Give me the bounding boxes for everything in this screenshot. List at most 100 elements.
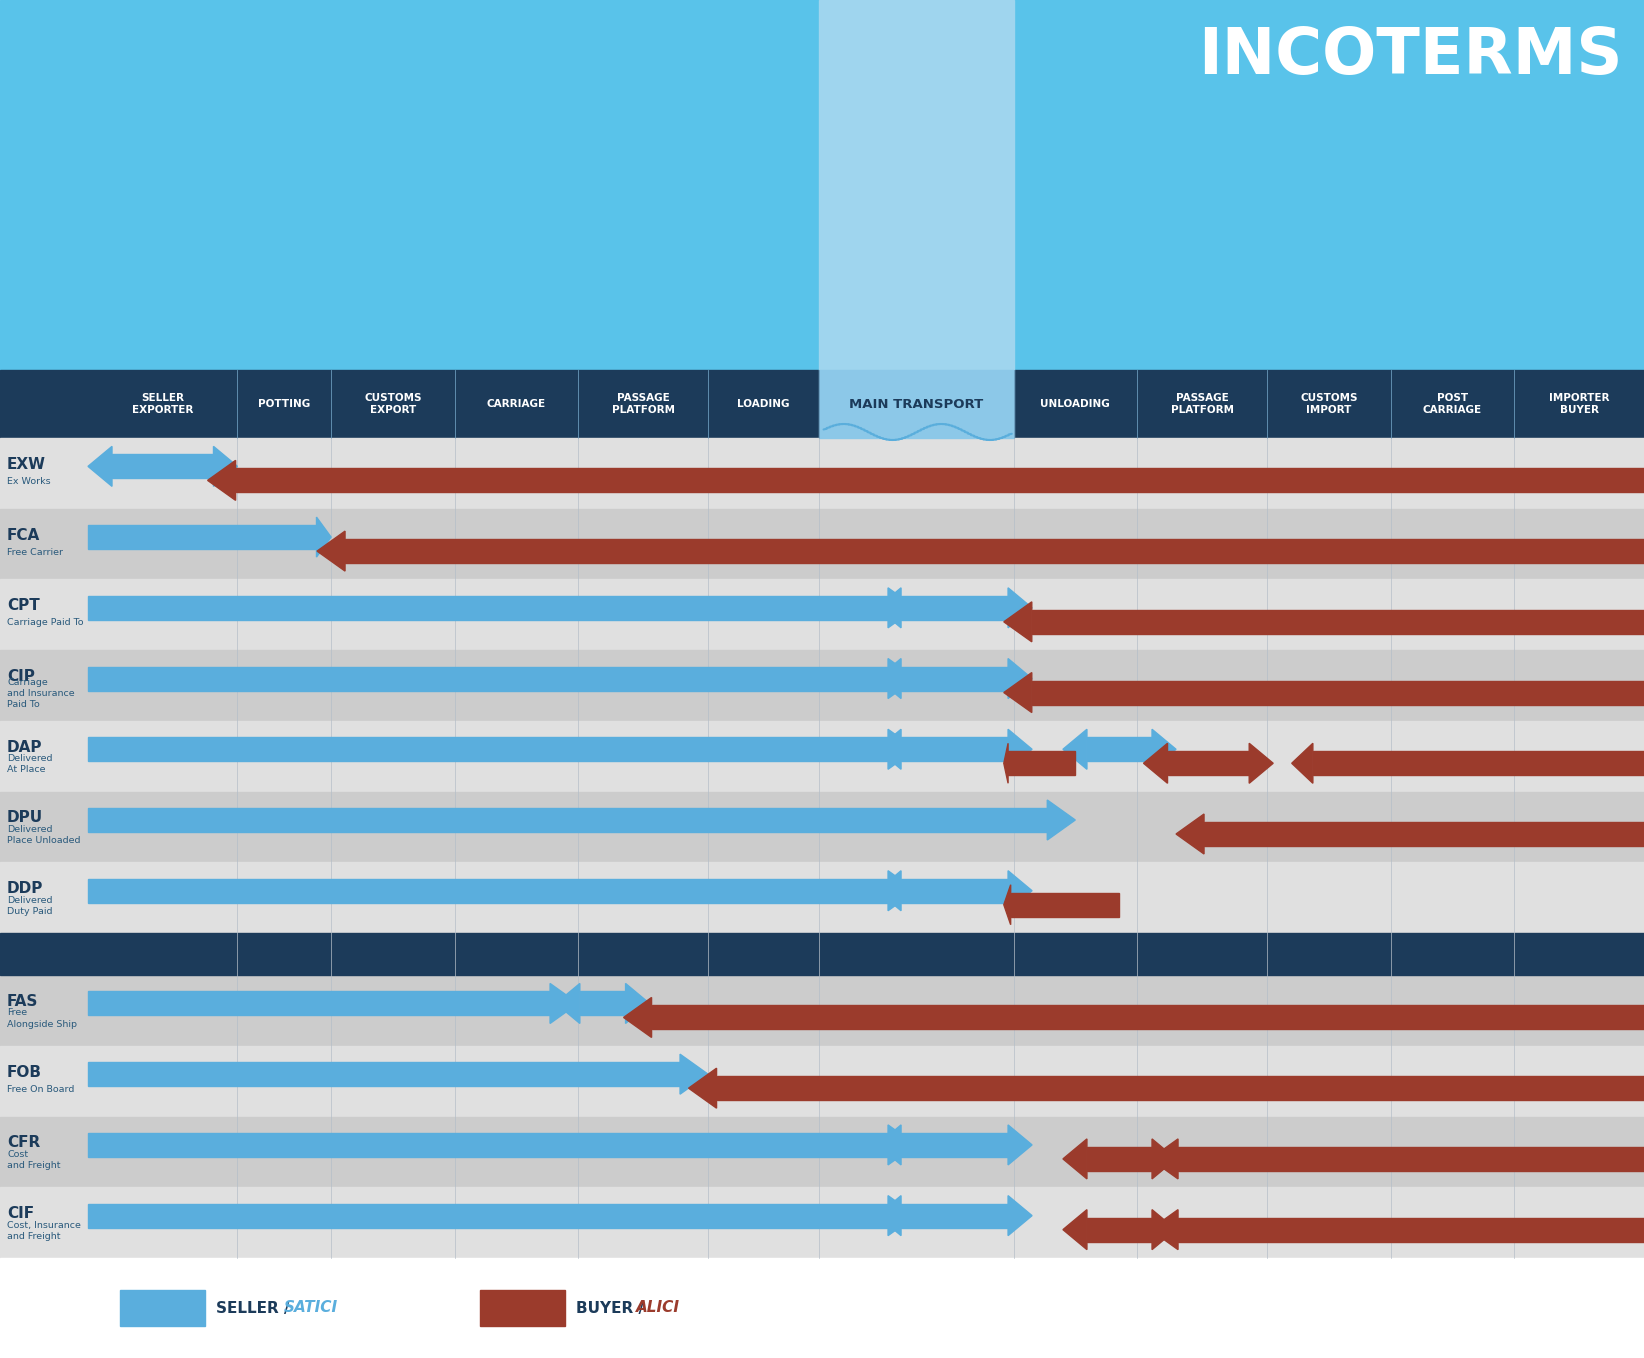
Text: Delivered
At Place: Delivered At Place <box>7 754 53 774</box>
Bar <box>0 580 1644 650</box>
Polygon shape <box>1008 870 1032 911</box>
Bar <box>89 991 551 1016</box>
Polygon shape <box>551 983 579 1024</box>
Bar <box>0 975 1644 1046</box>
Bar <box>0 1116 1644 1187</box>
Text: SELLER
EXPORTER: SELLER EXPORTER <box>132 394 194 414</box>
Bar <box>235 469 1644 493</box>
Text: CUSTOMS
EXPORT: CUSTOMS EXPORT <box>363 394 421 414</box>
Text: CUSTOMS
IMPORT: CUSTOMS IMPORT <box>1300 394 1358 414</box>
Text: PASSAGE
PLATFORM: PASSAGE PLATFORM <box>1171 394 1233 414</box>
Polygon shape <box>623 998 651 1038</box>
Bar <box>1167 751 1249 775</box>
Bar <box>1314 751 1644 775</box>
Bar <box>89 526 317 549</box>
Text: SELLER /: SELLER / <box>215 1301 294 1316</box>
Bar <box>0 439 1644 509</box>
Bar <box>0 933 1644 975</box>
Bar <box>89 1203 888 1228</box>
Text: CIF: CIF <box>7 1206 35 1221</box>
Polygon shape <box>1004 672 1032 713</box>
Bar <box>0 1187 1644 1258</box>
Polygon shape <box>888 659 916 698</box>
Bar <box>0 0 1644 369</box>
Text: Free On Board: Free On Board <box>7 1085 74 1093</box>
Polygon shape <box>1008 1124 1032 1165</box>
Text: POST
CARRIAGE: POST CARRIAGE <box>1422 394 1481 414</box>
Polygon shape <box>1064 1210 1087 1249</box>
Bar <box>901 737 1008 762</box>
Polygon shape <box>888 870 916 911</box>
Polygon shape <box>689 1069 717 1108</box>
Text: IMPORTER
BUYER: IMPORTER BUYER <box>1549 394 1609 414</box>
Bar <box>1032 610 1644 634</box>
Bar <box>651 1005 1644 1029</box>
Bar <box>0 369 1644 439</box>
Text: Cost, Insurance
and Freight: Cost, Insurance and Freight <box>7 1221 81 1241</box>
Text: EXW: EXW <box>7 456 46 471</box>
Text: DAP: DAP <box>7 740 43 755</box>
Bar <box>89 737 888 762</box>
Text: UNLOADING: UNLOADING <box>1041 399 1110 409</box>
Text: CPT: CPT <box>7 599 39 614</box>
Polygon shape <box>1008 659 1032 698</box>
Bar <box>89 808 1047 832</box>
Bar <box>0 509 1644 580</box>
Bar <box>901 879 1008 903</box>
Bar <box>480 1290 566 1325</box>
Polygon shape <box>876 1195 901 1236</box>
Bar <box>1087 737 1152 762</box>
Polygon shape <box>1151 1210 1179 1249</box>
Text: POTTING: POTTING <box>258 399 311 409</box>
Polygon shape <box>888 588 916 627</box>
Polygon shape <box>317 531 345 572</box>
Bar <box>1011 892 1118 917</box>
Polygon shape <box>876 870 901 911</box>
Polygon shape <box>1047 800 1075 841</box>
Bar <box>89 1062 681 1086</box>
Polygon shape <box>1004 884 1011 925</box>
Polygon shape <box>1249 743 1272 784</box>
Polygon shape <box>1175 813 1203 854</box>
Text: CFR: CFR <box>7 1135 39 1150</box>
Text: MAIN TRANSPORT: MAIN TRANSPORT <box>848 398 983 410</box>
Text: ALICI: ALICI <box>636 1301 681 1316</box>
Polygon shape <box>1144 743 1167 784</box>
Bar <box>0 650 1644 721</box>
Bar <box>89 1133 888 1157</box>
Text: DDP: DDP <box>7 881 43 896</box>
Bar <box>901 1203 1008 1228</box>
Bar <box>901 667 1008 691</box>
Text: Free
Alongside Ship: Free Alongside Ship <box>7 1009 77 1028</box>
Bar <box>901 596 1008 619</box>
Bar <box>1087 1218 1152 1241</box>
Polygon shape <box>1152 1210 1175 1249</box>
Bar <box>1032 680 1644 705</box>
Text: CARRIAGE: CARRIAGE <box>487 399 546 409</box>
Text: Ex Works: Ex Works <box>7 477 51 486</box>
Polygon shape <box>1008 588 1032 627</box>
Text: FCA: FCA <box>7 528 39 543</box>
Text: Carriage
and Insurance
Paid To: Carriage and Insurance Paid To <box>7 678 74 709</box>
Polygon shape <box>681 1054 709 1095</box>
Text: LOADING: LOADING <box>737 399 789 409</box>
Bar <box>1008 751 1075 775</box>
Bar <box>1087 1148 1152 1171</box>
Text: PASSAGE
PLATFORM: PASSAGE PLATFORM <box>612 394 674 414</box>
Bar <box>0 1258 1644 1358</box>
Text: INCOTERMS: INCOTERMS <box>1197 24 1623 87</box>
Text: FOB: FOB <box>7 1065 43 1080</box>
Bar <box>0 721 1644 792</box>
Text: Free Carrier: Free Carrier <box>7 547 62 557</box>
Polygon shape <box>207 460 235 500</box>
Polygon shape <box>1151 1139 1179 1179</box>
Bar <box>0 862 1644 933</box>
Bar <box>819 0 1014 369</box>
Polygon shape <box>317 517 330 557</box>
Polygon shape <box>1064 1139 1087 1179</box>
Polygon shape <box>626 983 649 1024</box>
Bar <box>1179 1218 1644 1241</box>
Bar <box>819 369 1014 439</box>
Polygon shape <box>214 447 237 486</box>
Polygon shape <box>888 1195 916 1236</box>
